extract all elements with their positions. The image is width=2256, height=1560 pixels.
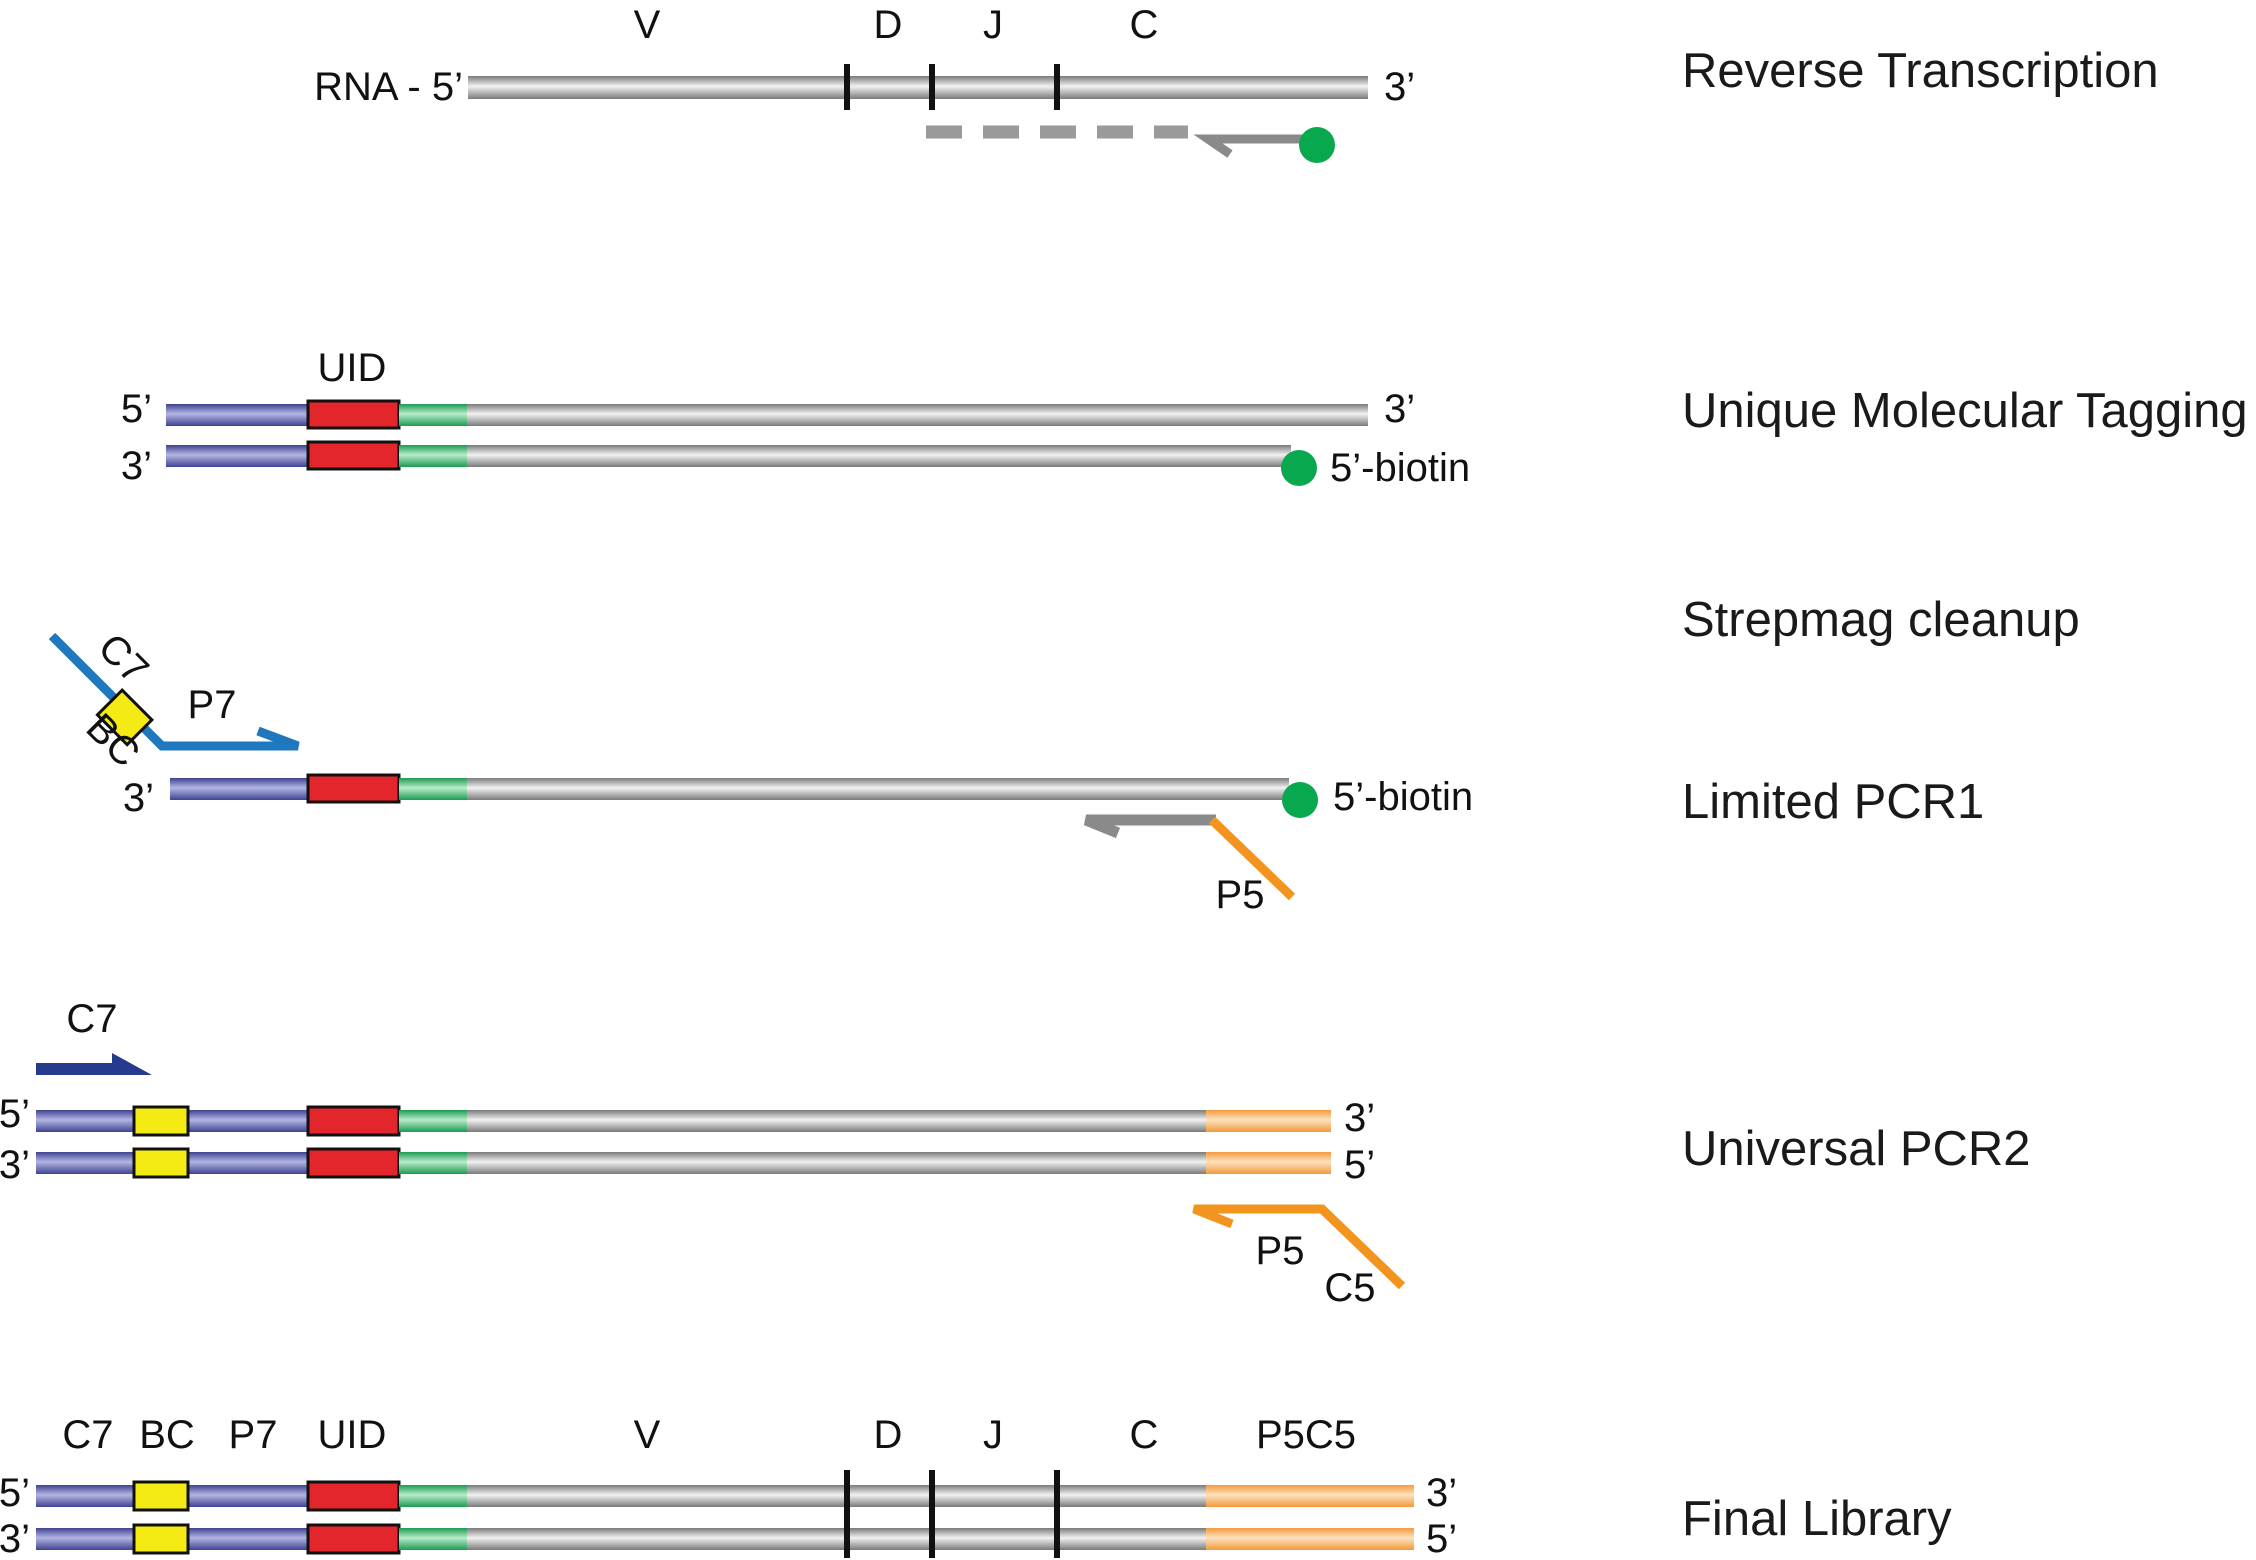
p5-primer-tail [1208, 816, 1296, 901]
p5c5-label: P5C5 [1256, 1413, 1356, 1457]
uid-block [306, 1105, 401, 1137]
top-5-prime-label: 5’ [121, 387, 152, 431]
barcode-block [95, 688, 154, 747]
final-top-5-prime-label: 5’ [0, 1471, 30, 1515]
step-reverse-transcription: Reverse Transcription [1682, 44, 2159, 98]
final-bottom-3-prime-label: 3’ [0, 1517, 30, 1560]
c7-primer [36, 1053, 152, 1075]
pcr2-bottom-3-prime-label: 3’ [0, 1143, 30, 1187]
cdna-segment [467, 1528, 1206, 1550]
linker-segment [399, 1152, 467, 1174]
linker-segment [399, 778, 467, 800]
cdna-segment [467, 1485, 1206, 1507]
rna-strand [468, 76, 1368, 99]
p5-segment [1206, 1152, 1331, 1174]
bottom-3-prime-label: 3’ [121, 444, 152, 488]
segment-v-label: V [634, 3, 661, 47]
segment-j-label: J [983, 1413, 1003, 1457]
universal-pcr2-panel: C7 5’ 3’ 3’ 5’ P5 C5 [0, 997, 1406, 1310]
biotin-dot [1281, 450, 1317, 486]
cdna-segment [467, 404, 1368, 426]
uid-block [306, 773, 401, 804]
uid-block [306, 399, 401, 430]
step-universal-pcr2: Universal PCR2 [1682, 1122, 2031, 1176]
segment-d-label: D [874, 1413, 903, 1457]
jc-boundary [1054, 1470, 1060, 1558]
uid-block [306, 1480, 401, 1512]
linker-segment [399, 404, 467, 426]
p5-segment [1206, 1110, 1331, 1132]
p5-label: P5 [1256, 1229, 1305, 1273]
p7-primer [128, 712, 300, 751]
p7-label: P7 [229, 1413, 278, 1457]
segment-v-label: V [634, 1413, 661, 1457]
dj-boundary [929, 1470, 935, 1558]
bc-label: BC [139, 1413, 195, 1457]
adapter-segment [170, 778, 308, 800]
vd-boundary [844, 64, 850, 110]
step-strepmag-cleanup: Strepmag cleanup [1682, 593, 2080, 647]
biotin-dot [1299, 127, 1335, 163]
c5-label: C5 [1324, 1266, 1375, 1310]
p5-c5-primer [1192, 1204, 1406, 1290]
barcode-block [132, 1523, 190, 1555]
uid-block [306, 1523, 401, 1555]
segment-c-label: C [1130, 3, 1159, 47]
cdna-segment [467, 1110, 1206, 1132]
final-top-3-prime-label: 3’ [1426, 1471, 1457, 1515]
biotin-label: 5’-biotin [1330, 446, 1470, 490]
p5c5-segment [1206, 1528, 1414, 1550]
p7-label: P7 [188, 683, 237, 727]
cdna-segment [467, 1152, 1206, 1174]
c7-label: C7 [62, 1413, 113, 1457]
barcode-block [132, 1105, 190, 1137]
cdna-segment [467, 778, 1289, 800]
linker-segment [399, 1485, 467, 1507]
step-limited-pcr1: Limited PCR1 [1682, 775, 1984, 829]
final-bottom-5-prime-label: 5’ [1426, 1517, 1457, 1560]
vd-boundary [844, 1470, 850, 1558]
linker-segment [399, 1110, 467, 1132]
pcr2-top-5-prime-label: 5’ [0, 1092, 30, 1136]
rna-5-prime-label: RNA - 5’ [314, 65, 463, 109]
final-library-panel: C7 BC P7 UID V D J C P5C5 5’ 3’ 3’ 5’ [0, 1413, 1457, 1560]
segment-j-label: J [983, 3, 1003, 47]
jc-boundary [1054, 64, 1060, 110]
rt-primer [1193, 134, 1318, 158]
uid-block [306, 1147, 401, 1179]
c7-label: C7 [66, 997, 117, 1041]
p5c5-segment [1206, 1485, 1414, 1507]
biotin-dot [1282, 782, 1318, 818]
unique-molecular-tagging-panel: UID 5’ 3’ 3’ 5’-biotin [121, 346, 1470, 490]
limited-pcr1-panel: C7 P7 BC 3’ 5’-biotin P5 [48, 625, 1473, 917]
uid-label: UID [318, 1413, 387, 1457]
uid-label: UID [318, 346, 387, 390]
barcode-block [132, 1147, 190, 1179]
segment-d-label: D [874, 3, 903, 47]
p5-label: P5 [1216, 873, 1265, 917]
adapter-segment [166, 404, 308, 426]
step-unique-molecular-tagging: Unique Molecular Tagging [1682, 384, 2248, 438]
pcr1-3-prime-label: 3’ [123, 776, 154, 820]
pcr1-biotin-label: 5’-biotin [1333, 775, 1473, 819]
reverse-transcription-panel: V D J C RNA - 5’ 3’ [314, 3, 1415, 163]
pcr2-top-3-prime-label: 3’ [1344, 1096, 1375, 1140]
segment-c-label: C [1130, 1413, 1159, 1457]
barcode-block [132, 1480, 190, 1512]
cdna-segment [467, 445, 1291, 467]
dj-boundary [929, 64, 935, 110]
linker-segment [399, 445, 467, 467]
uid-block [306, 440, 401, 471]
step-final-library: Final Library [1682, 1492, 1952, 1546]
rna-3-prime-label: 3’ [1384, 65, 1415, 109]
gene-specific-primer [1083, 814, 1216, 839]
top-3-prime-label: 3’ [1384, 387, 1415, 431]
pcr2-bottom-5-prime-label: 5’ [1344, 1143, 1375, 1187]
adapter-segment [166, 445, 308, 467]
linker-segment [399, 1528, 467, 1550]
